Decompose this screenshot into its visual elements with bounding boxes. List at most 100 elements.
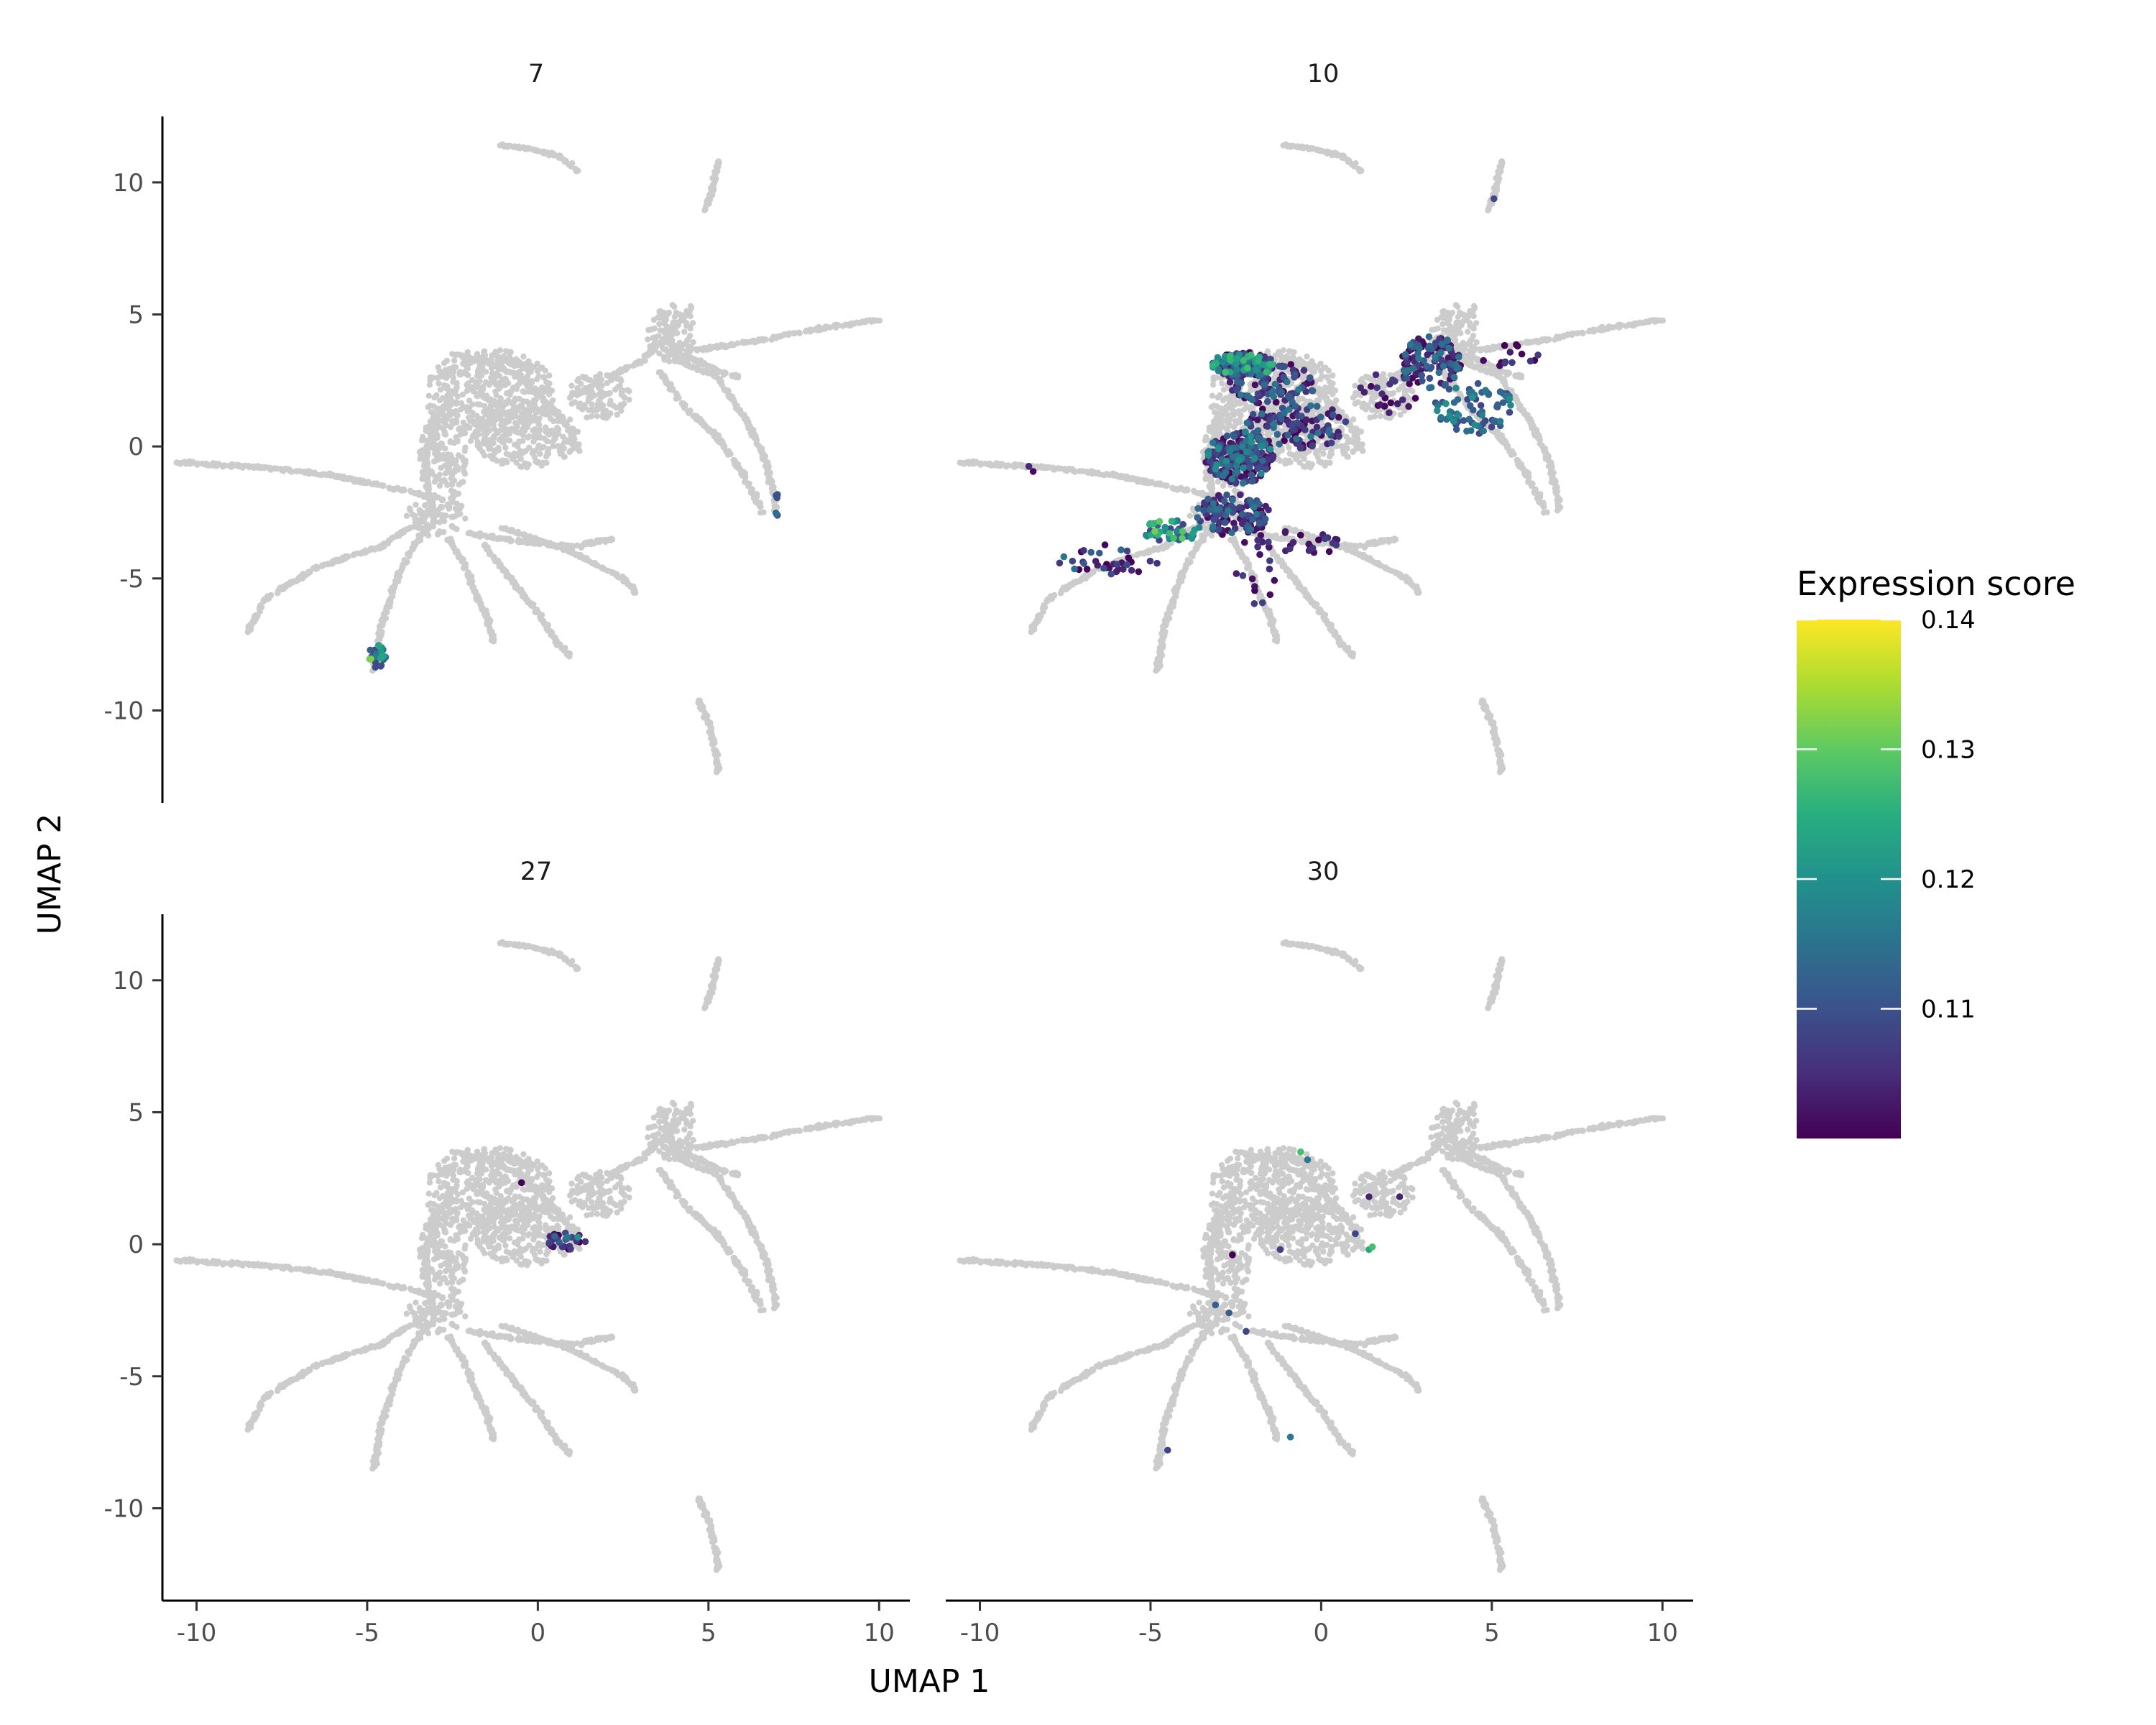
background-point — [672, 323, 678, 330]
background-point — [474, 373, 481, 380]
background-point — [1160, 544, 1167, 551]
background-point — [462, 370, 469, 377]
background-point — [440, 452, 447, 459]
background-point — [461, 463, 467, 470]
background-point — [743, 419, 750, 426]
background-point — [427, 374, 433, 381]
background-point — [443, 357, 451, 364]
background-point — [528, 602, 535, 609]
background-point — [770, 335, 777, 341]
background-point — [685, 336, 691, 343]
background-point — [479, 362, 486, 369]
background-point — [1516, 402, 1523, 409]
background-point — [656, 314, 663, 321]
background-point — [424, 494, 431, 501]
background-point — [1194, 540, 1201, 547]
background-point — [1324, 620, 1331, 626]
data-point — [367, 656, 374, 663]
background-point — [650, 341, 657, 347]
background-point — [1485, 346, 1491, 352]
background-point — [673, 395, 679, 402]
background-point — [537, 434, 544, 441]
background-point — [511, 579, 517, 585]
background-point — [1529, 425, 1535, 432]
background-point — [655, 333, 662, 339]
background-point — [568, 543, 576, 549]
background-point — [671, 313, 678, 320]
background-point — [683, 308, 690, 315]
background-point — [436, 380, 442, 387]
background-point — [671, 346, 678, 354]
background-point — [765, 479, 772, 486]
background-point — [589, 390, 596, 397]
background-point — [1633, 321, 1639, 327]
background-point — [565, 546, 571, 553]
background-point — [1031, 623, 1038, 630]
background-point — [1067, 582, 1074, 589]
background-point — [465, 414, 472, 421]
background-point — [1327, 627, 1335, 634]
background-point — [665, 309, 672, 316]
background-point — [485, 422, 492, 428]
background-point — [710, 186, 717, 193]
background-point — [556, 409, 562, 415]
background-point — [500, 439, 507, 446]
background-point — [566, 448, 573, 455]
background-point — [1406, 579, 1413, 586]
background-point — [986, 460, 993, 467]
background-point — [711, 180, 718, 186]
panel-10 — [957, 141, 1666, 776]
background-point — [1315, 609, 1322, 615]
background-point — [454, 466, 461, 473]
background-point — [298, 574, 305, 580]
background-point — [1012, 461, 1018, 468]
background-point — [1038, 464, 1044, 471]
background-point — [429, 502, 436, 510]
background-point — [1535, 433, 1542, 440]
background-point — [449, 477, 456, 483]
background-point — [1028, 629, 1035, 635]
background-point — [554, 428, 561, 435]
background-point — [484, 428, 490, 436]
background-point — [663, 379, 670, 385]
background-point — [274, 465, 280, 472]
background-point — [515, 441, 521, 447]
background-point — [312, 564, 318, 571]
background-point — [469, 386, 476, 393]
background-point — [474, 351, 481, 357]
background-point — [1310, 533, 1317, 540]
background-point — [540, 409, 547, 415]
background-point — [1468, 362, 1475, 369]
background-point — [447, 424, 454, 431]
background-point — [372, 546, 378, 553]
background-point — [449, 351, 456, 357]
background-point — [648, 326, 655, 333]
background-point — [525, 358, 532, 364]
background-point — [504, 412, 511, 418]
background-point — [1548, 479, 1555, 486]
background-point — [351, 479, 358, 485]
background-point — [406, 505, 413, 512]
background-point — [977, 461, 984, 468]
background-point — [496, 385, 502, 392]
background-point — [239, 464, 245, 470]
background-point — [279, 466, 285, 473]
background-point — [556, 444, 562, 451]
background-point — [473, 594, 479, 602]
background-point — [395, 570, 401, 576]
background-point — [485, 357, 492, 364]
background-point — [701, 207, 708, 213]
background-point — [492, 450, 498, 456]
background-point — [1540, 447, 1547, 454]
background-point — [520, 416, 527, 423]
background-point — [523, 398, 530, 405]
background-point — [711, 373, 718, 380]
background-point — [416, 448, 423, 456]
background-point — [441, 477, 448, 484]
background-point — [1343, 547, 1350, 553]
background-point — [283, 582, 290, 589]
background-point — [543, 428, 549, 436]
background-point — [507, 389, 513, 395]
background-point — [492, 556, 498, 563]
